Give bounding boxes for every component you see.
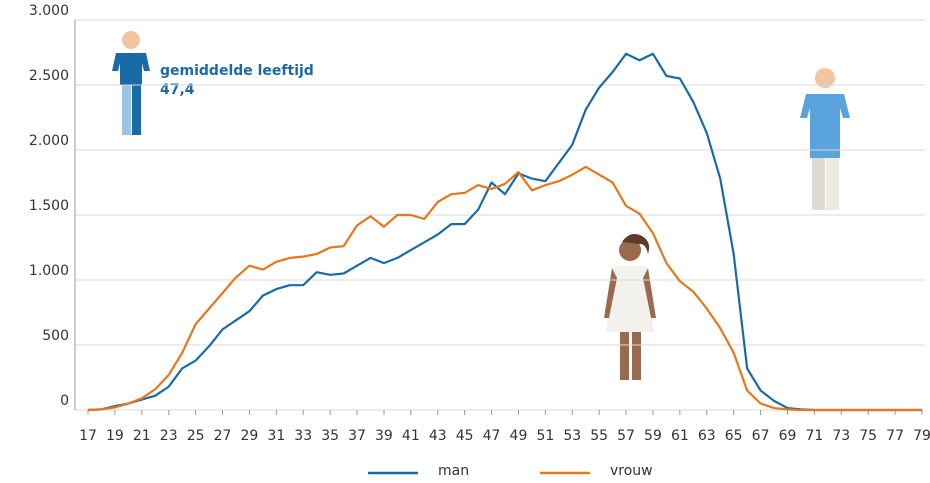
x-tick-label: 31 xyxy=(267,428,285,444)
x-tick-label: 71 xyxy=(805,428,823,444)
line-series xyxy=(87,52,922,412)
x-tick-label: 65 xyxy=(725,428,743,444)
x-tick-label: 63 xyxy=(698,428,716,444)
x-tick-label: 41 xyxy=(402,428,420,444)
man-icon-right xyxy=(800,68,850,210)
x-tick-label: 27 xyxy=(214,428,232,444)
x-tick-label: 67 xyxy=(752,428,770,444)
x-tick-label: 39 xyxy=(375,428,393,444)
y-tick-label: 1.000 xyxy=(29,263,69,279)
y-tick-label: 0 xyxy=(60,393,69,409)
x-tick-label: 45 xyxy=(456,428,474,444)
y-tick-label: 500 xyxy=(42,328,69,344)
legend-label: man xyxy=(438,463,469,479)
x-tick-label: 77 xyxy=(886,428,904,444)
y-tick-label: 1.500 xyxy=(29,198,69,214)
x-tick-label: 43 xyxy=(429,428,447,444)
x-tick-label: 57 xyxy=(617,428,635,444)
annotation: gemiddelde leeftijd xyxy=(160,63,314,79)
legend-label: vrouw xyxy=(610,463,653,479)
x-tick-label: 23 xyxy=(160,428,178,444)
x-tick-label: 61 xyxy=(671,428,689,444)
y-tick-label: 3.000 xyxy=(29,3,69,19)
x-tick-label: 47 xyxy=(483,428,501,444)
x-tick-label: 33 xyxy=(294,428,312,444)
x-tick-label: 51 xyxy=(536,428,554,444)
x-tick-label: 49 xyxy=(510,428,528,444)
x-tick-label: 37 xyxy=(348,428,366,444)
man-icon xyxy=(112,31,150,135)
x-tick-label: 17 xyxy=(79,428,97,444)
x-tick-label: 29 xyxy=(241,428,259,444)
woman-icon xyxy=(604,234,656,380)
x-tick-label: 21 xyxy=(133,428,151,444)
y-tick-label: 2.000 xyxy=(29,133,69,149)
x-tick-label: 59 xyxy=(644,428,662,444)
x-tick-label: 69 xyxy=(779,428,797,444)
x-tick-label: 19 xyxy=(106,428,124,444)
x-tick-label: 35 xyxy=(321,428,339,444)
y-tick-label: 2.500 xyxy=(29,68,69,84)
x-tick-label: 53 xyxy=(563,428,581,444)
annotation: 47,4 xyxy=(160,82,195,98)
x-tick-label: 25 xyxy=(187,428,205,444)
line-series xyxy=(87,165,922,412)
x-tick-label: 75 xyxy=(859,428,877,444)
x-tick-label: 73 xyxy=(832,428,850,444)
x-tick-label: 55 xyxy=(590,428,608,444)
x-tick-label: 79 xyxy=(913,428,930,444)
